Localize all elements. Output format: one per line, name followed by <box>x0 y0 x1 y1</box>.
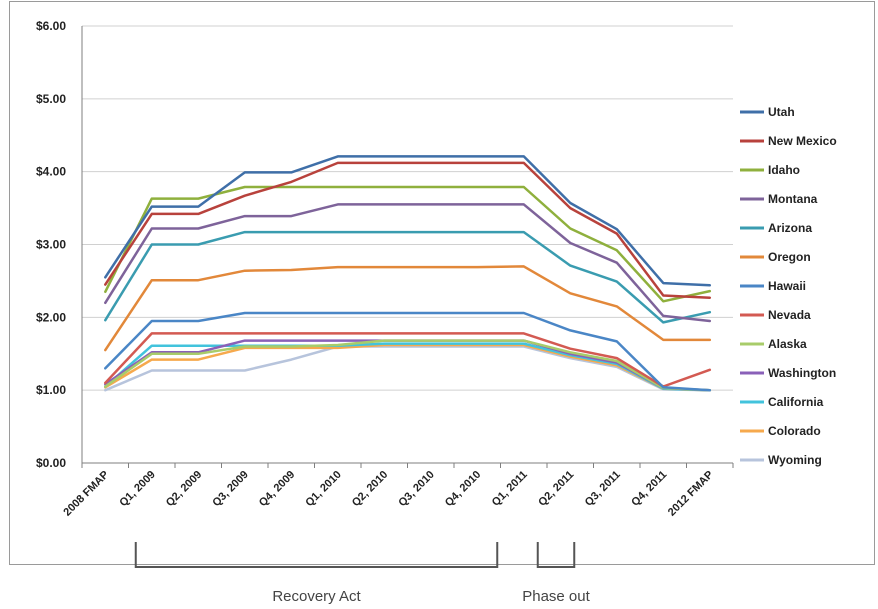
gridlines <box>82 25 733 464</box>
series-line-arizona <box>104 230 712 324</box>
x-axis: 2008 FMAP Q1, 2009 Q2, 2009 Q3, 2009 Q4, 200… <box>61 463 734 519</box>
series-lines <box>104 155 712 392</box>
series-line-nevada <box>104 332 712 388</box>
x-tick-label: Q1, 2011 <box>490 469 530 509</box>
series-line-montana <box>104 203 712 323</box>
legend-label: Arizona <box>768 221 812 235</box>
legend-label: Montana <box>768 192 818 206</box>
legend-label: Washington <box>768 366 836 380</box>
series-line-colorado <box>104 343 712 392</box>
legend-label: California <box>768 395 824 409</box>
period-bracket <box>134 542 499 568</box>
y-tick-label: $4.00 <box>36 165 66 179</box>
x-tick-label: Q1, 2010 <box>303 469 343 509</box>
x-tick-label: Q3, 2010 <box>396 469 436 509</box>
y-tick-label: $6.00 <box>36 19 66 33</box>
y-axis: $0.00 $1.00 $2.00 $3.00 $4.00 $5.00 $6.00 <box>36 19 83 470</box>
series-line-wyoming <box>104 345 712 392</box>
period-label: Recovery Act <box>272 588 361 605</box>
x-tick-label: Q3, 2009 <box>210 469 250 509</box>
series-line-oregon <box>104 265 712 352</box>
series-line-alaska <box>104 339 712 392</box>
period-label: Phase out <box>522 588 590 605</box>
legend-label: Hawaii <box>768 279 806 293</box>
series-line-hawaii <box>104 311 712 392</box>
x-tick-label: Q2, 2009 <box>164 469 204 509</box>
x-tick-label: 2012 FMAP <box>666 469 716 519</box>
x-tick-label: Q2, 2010 <box>350 469 390 509</box>
series-line-new-mexico <box>104 161 712 299</box>
series-line-utah <box>104 155 712 287</box>
y-tick-label: $0.00 <box>36 456 66 470</box>
legend-label: Idaho <box>768 163 800 177</box>
chart-frame <box>9 1 875 565</box>
legend-label: Utah <box>768 105 795 119</box>
legend: Utah New Mexico Idaho Montana Arizona Oregon H… <box>740 105 837 467</box>
y-tick-label: $3.00 <box>36 238 66 252</box>
x-tick-label: Q4, 2011 <box>629 469 669 509</box>
x-tick-label: Q4, 2009 <box>257 469 297 509</box>
legend-label: Nevada <box>768 308 811 322</box>
x-tick-label: Q3, 2011 <box>583 469 623 509</box>
series-line-idaho <box>104 185 712 303</box>
legend-label: Alaska <box>768 337 807 351</box>
y-tick-label: $1.00 <box>36 383 66 397</box>
series-line-california <box>104 342 712 392</box>
legend-label: Oregon <box>768 250 811 264</box>
y-tick-label: $5.00 <box>36 92 66 106</box>
legend-label: Colorado <box>768 424 821 438</box>
period-annotations: Recovery Act Phase out <box>134 542 591 605</box>
legend-label: New Mexico <box>768 134 837 148</box>
x-tick-label: 2008 FMAP <box>61 469 111 519</box>
period-bracket <box>536 542 576 568</box>
x-tick-label: Q2, 2011 <box>536 469 576 509</box>
x-tick-label: Q4, 2010 <box>443 469 483 509</box>
y-tick-label: $2.00 <box>36 310 66 324</box>
legend-label: Wyoming <box>768 453 822 467</box>
x-tick-label: Q1, 2009 <box>117 469 157 509</box>
